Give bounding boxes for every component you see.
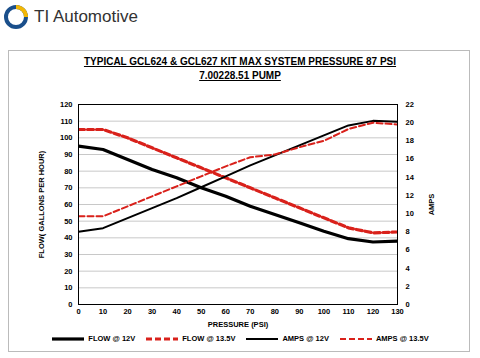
svg-text:10: 10 [64, 283, 72, 292]
svg-text:20: 20 [123, 307, 131, 316]
svg-text:60: 60 [222, 307, 230, 316]
svg-text:120: 120 [367, 307, 380, 316]
svg-text:100: 100 [318, 307, 331, 316]
svg-text:40: 40 [172, 307, 180, 316]
svg-text:50: 50 [64, 217, 72, 226]
svg-text:80: 80 [271, 307, 279, 316]
svg-text:14: 14 [406, 173, 415, 182]
svg-text:20: 20 [64, 267, 72, 276]
html-text:AMPS @ 13.5V: AMPS @ 13.5V [375, 334, 429, 343]
svg-text:AMPS: AMPS [427, 194, 436, 216]
html-text:7.00228.51 PUMP: 7.00228.51 PUMP [199, 70, 281, 81]
svg-text:6: 6 [406, 245, 410, 254]
svg-text:110: 110 [342, 307, 354, 316]
svg-text:18: 18 [406, 136, 414, 145]
svg-text:0: 0 [76, 307, 80, 316]
svg-text:10: 10 [406, 209, 414, 218]
svg-text:40: 40 [64, 233, 72, 242]
svg-text:60: 60 [64, 200, 72, 209]
svg-text:2: 2 [406, 282, 410, 291]
html-text:TI Automotive: TI Automotive [34, 7, 138, 26]
svg-text:110: 110 [60, 117, 72, 126]
svg-text:130: 130 [391, 307, 404, 316]
svg-text:0: 0 [68, 300, 72, 309]
svg-text:50: 50 [197, 307, 205, 316]
svg-text:70: 70 [246, 307, 254, 316]
svg-text:10: 10 [99, 307, 107, 316]
svg-text:16: 16 [406, 154, 414, 163]
svg-text:PRESSURE (PSI): PRESSURE (PSI) [208, 320, 269, 329]
svg-text:100: 100 [60, 133, 73, 142]
svg-text:80: 80 [64, 167, 72, 176]
svg-text:22: 22 [406, 100, 414, 109]
html-text:FLOW @ 12V: FLOW @ 12V [88, 334, 136, 343]
svg-text:FLOW( GALLONS PER HOUR): FLOW( GALLONS PER HOUR) [37, 150, 46, 258]
svg-text:30: 30 [148, 307, 156, 316]
svg-text:120: 120 [60, 100, 73, 109]
html-text:FLOW @ 13.5V: FLOW @ 13.5V [182, 334, 236, 343]
svg-text:20: 20 [406, 118, 414, 127]
svg-text:0: 0 [406, 300, 410, 309]
html-text:AMPS @ 12V: AMPS @ 12V [282, 334, 329, 343]
svg-text:70: 70 [64, 183, 72, 192]
svg-text:4: 4 [406, 264, 411, 273]
svg-text:30: 30 [64, 250, 72, 259]
svg-text:8: 8 [406, 227, 410, 236]
svg-text:90: 90 [64, 150, 72, 159]
svg-text:12: 12 [406, 191, 414, 200]
svg-text:90: 90 [295, 307, 303, 316]
html-text:TYPICAL GCL624 & GCL627 KIT MA: TYPICAL GCL624 & GCL627 KIT MAX SYSTEM P… [83, 56, 397, 67]
